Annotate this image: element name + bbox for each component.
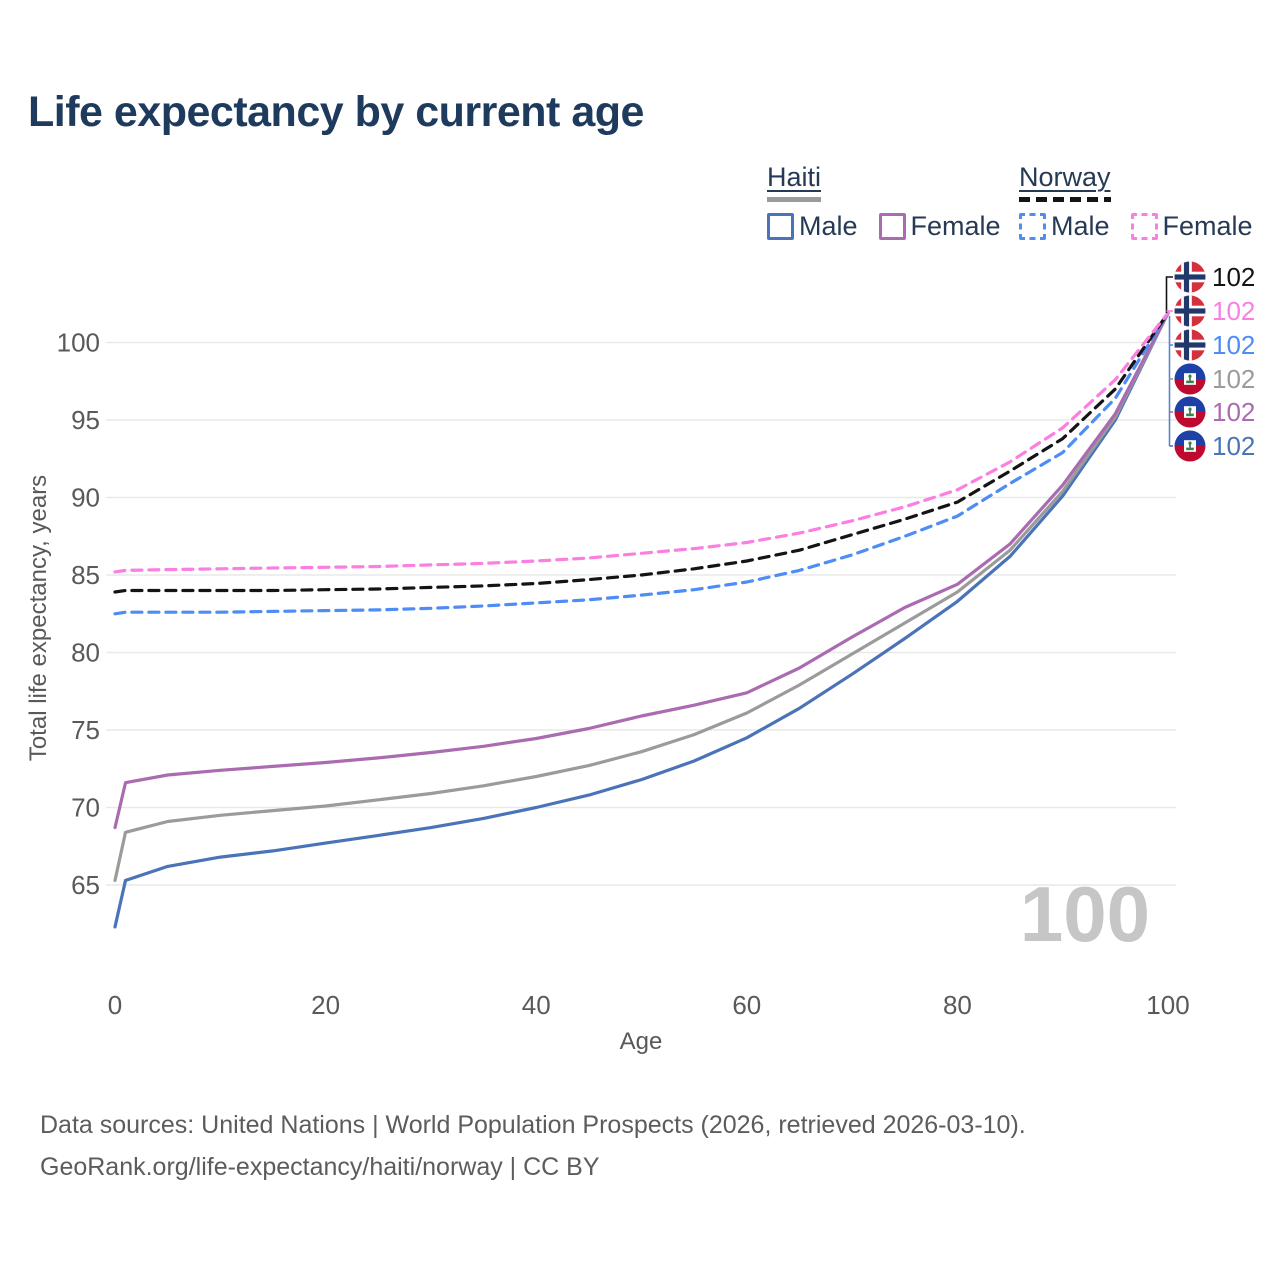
legend-item-norway-female[interactable]: Female [1130, 211, 1253, 242]
legend-item-norway-male[interactable]: Male [1019, 211, 1110, 242]
end-label-row-haiti: 102 [1174, 396, 1255, 428]
legend-group-haiti: Haiti Male Female [767, 162, 1022, 242]
end-label-row-norway: 102 [1174, 295, 1255, 327]
legend-item-haiti-male[interactable]: Male [767, 211, 858, 242]
haiti-female-swatch-icon [878, 213, 906, 240]
y-tick-label: 85 [71, 560, 100, 590]
series-line-haiti-female [113, 311, 1170, 830]
end-label-value: 102 [1212, 329, 1256, 360]
series-line-haiti-total [113, 311, 1170, 883]
legend-group-norway-label: Norway [1019, 162, 1111, 192]
y-tick-label: 70 [71, 793, 100, 823]
norway-flag-icon [1174, 295, 1206, 327]
haiti-flag-icon [1174, 396, 1206, 428]
x-tick-label: 40 [522, 990, 551, 1020]
end-label-value: 102 [1212, 430, 1256, 461]
norway-linestyle-swatch [1019, 197, 1111, 202]
norway-flag-icon [1174, 329, 1206, 361]
series-line-norway-male [113, 311, 1170, 616]
legend-label-haiti-female: Female [910, 211, 1001, 241]
legend-group-haiti-header: Haiti [767, 162, 822, 202]
haiti-flag-icon [1174, 363, 1206, 395]
x-tick-label: 80 [943, 990, 972, 1020]
y-axis-label: Total life expectancy, years [25, 475, 52, 761]
end-label-row-norway: 102 [1174, 329, 1255, 361]
y-tick-label: 95 [71, 405, 100, 435]
y-tick-label: 75 [71, 715, 100, 745]
end-label-row-haiti: 102 [1174, 363, 1255, 395]
norway-male-swatch-icon [1019, 213, 1046, 240]
x-tick-label: 20 [311, 990, 340, 1020]
series-line-haiti-male [113, 311, 1170, 929]
y-tick-label: 90 [71, 483, 100, 513]
end-label-value: 102 [1212, 396, 1256, 427]
end-label-connector [1165, 276, 1173, 313]
legend-items-haiti: Male Female [767, 211, 1022, 242]
x-tick-label: 100 [1146, 990, 1189, 1020]
y-tick-label: 80 [71, 638, 100, 668]
footer-sources: Data sources: United Nations | World Pop… [40, 1111, 1026, 1139]
haiti-male-swatch-icon [767, 213, 794, 240]
end-label-value: 102 [1212, 363, 1256, 394]
end-label-value: 102 [1212, 295, 1256, 326]
legend-label-norway-female: Female [1162, 211, 1253, 241]
x-tick-label: 60 [732, 990, 761, 1020]
series-line-norway-total [113, 311, 1170, 594]
legend-items-norway: Male Female [1019, 211, 1274, 242]
age-counter-watermark: 100 [1020, 870, 1150, 958]
end-label-row-norway: 102 [1174, 261, 1255, 293]
legend-item-haiti-female[interactable]: Female [878, 211, 1001, 242]
y-tick-label: 65 [71, 870, 100, 900]
haiti-flag-icon [1174, 430, 1206, 462]
legend-group-norway: Norway Male Female [1019, 162, 1274, 242]
page-title: Life expectancy by current age [28, 88, 644, 136]
footer-url: GeoRank.org/life-expectancy/haiti/norway… [40, 1153, 600, 1181]
end-label-row-haiti: 102 [1174, 430, 1255, 462]
series-line-norway-female [113, 311, 1170, 574]
end-label-value: 102 [1212, 261, 1256, 292]
y-tick-label: 100 [57, 328, 100, 358]
x-tick-label: 0 [108, 990, 122, 1020]
legend-label-norway-male: Male [1051, 211, 1110, 241]
legend-group-norway-header: Norway [1019, 162, 1111, 202]
norway-female-swatch-icon [1130, 213, 1158, 240]
haiti-linestyle-swatch [767, 197, 822, 202]
norway-flag-icon [1174, 261, 1206, 293]
footer: Data sources: United Nations | World Pop… [40, 1104, 1026, 1188]
legend-group-haiti-label: Haiti [767, 162, 822, 192]
x-axis-label: Age [620, 1028, 663, 1055]
legend-label-haiti-male: Male [799, 211, 858, 241]
